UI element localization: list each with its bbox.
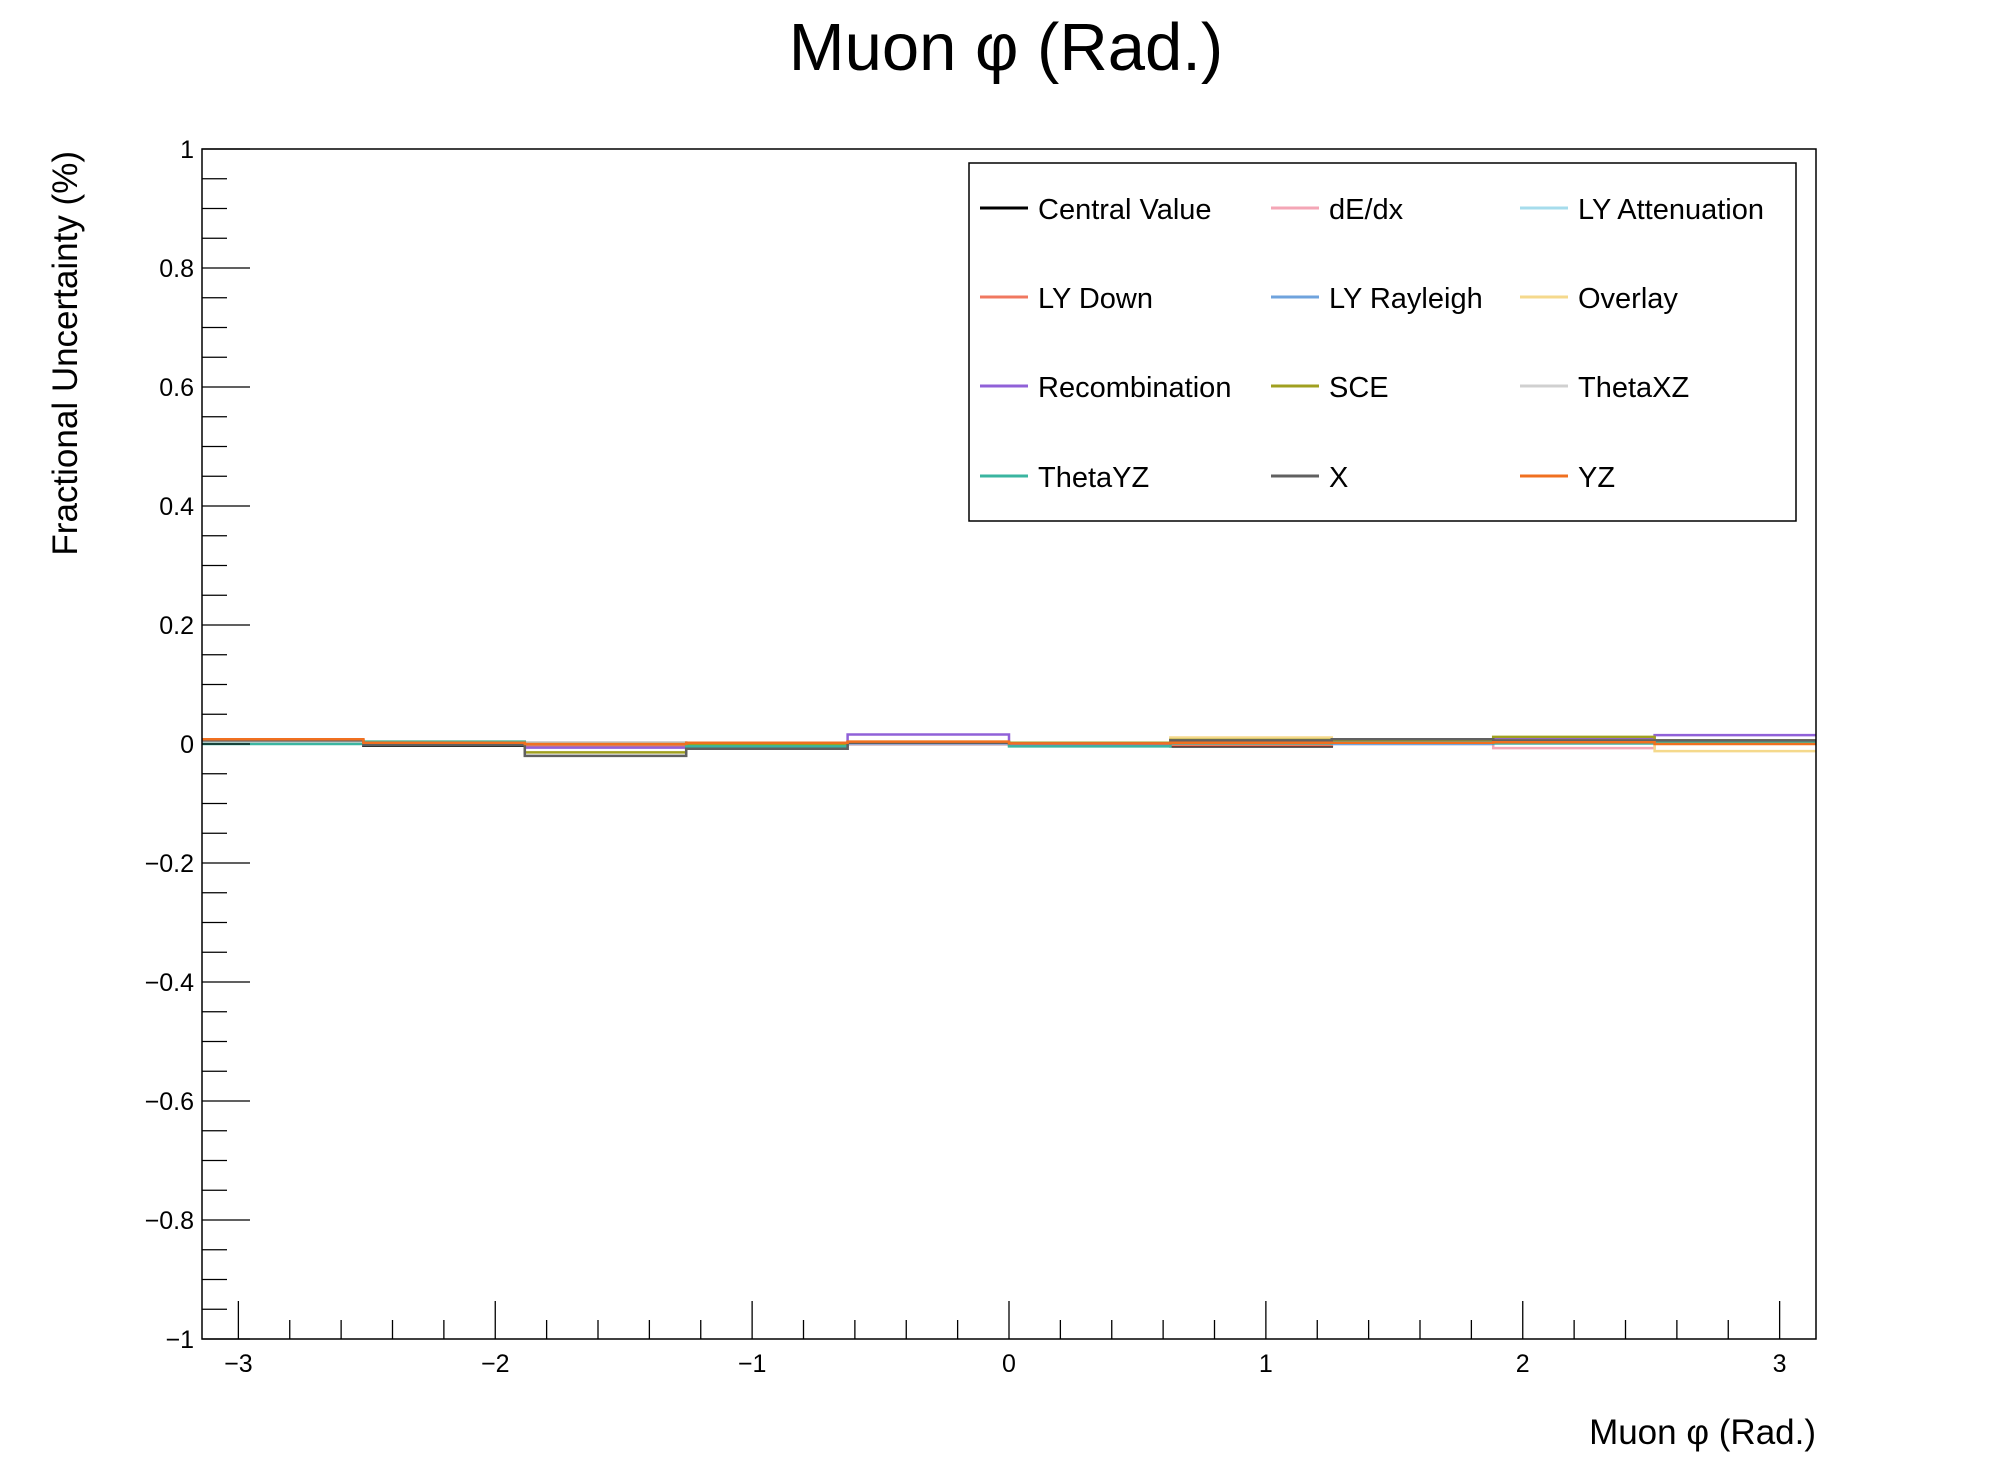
y-tick-label: 0 [180, 731, 194, 759]
x-tick-label: 0 [1002, 1350, 1016, 1378]
chart-title: Muon φ (Rad.) [789, 10, 1223, 85]
x-tick-label: −2 [481, 1350, 510, 1378]
legend-label-central-value: Central Value [1038, 194, 1212, 226]
x-tick-label: 3 [1773, 1350, 1787, 1378]
legend-label-recombination: Recombination [1038, 372, 1231, 404]
y-tick-label: 1 [180, 136, 194, 164]
y-tick-label: 0.6 [159, 374, 194, 402]
y-tick-label: −0.8 [145, 1207, 194, 1235]
x-tick-label: −1 [738, 1350, 767, 1378]
legend-box [968, 162, 1797, 522]
x-tick-label: 2 [1516, 1350, 1530, 1378]
x-axis-title: Muon φ (Rad.) [1589, 1413, 1816, 1452]
y-tick-label: −1 [165, 1326, 194, 1354]
y-tick-label: 0.2 [159, 612, 194, 640]
y-tick-label: −0.4 [145, 969, 194, 997]
y-tick-label: 0.8 [159, 255, 194, 283]
legend-label-ly-attenuation: LY Attenuation [1578, 194, 1764, 226]
legend-label-thetaxz: ThetaXZ [1578, 372, 1689, 404]
axes: 1 0.8 0.6 0.4 0.2 0 −0.2 −0.4 −0.6 −0.8 −1 −3 −2 −1 0 1… [145, 136, 1817, 1378]
legend-label-thetayz: ThetaYZ [1038, 462, 1149, 494]
legend-entries: Central Value dE/dx LY Attenuation LY Down L… [980, 194, 1764, 494]
y-axis-title: Fractional Uncertainty (%) [46, 151, 85, 556]
legend: Central Value dE/dx LY Attenuation LY Down L… [968, 162, 1797, 522]
legend-label-de-dx: dE/dx [1329, 194, 1404, 226]
legend-label-x: X [1329, 462, 1348, 494]
legend-label-overlay: Overlay [1578, 283, 1678, 315]
legend-label-sce: SCE [1329, 372, 1389, 404]
legend-label-ly-rayleigh: LY Rayleigh [1329, 283, 1483, 315]
x-tick-label: 1 [1259, 1350, 1273, 1378]
y-tick-label: −0.6 [145, 1088, 194, 1116]
x-tick-label: −3 [224, 1350, 253, 1378]
legend-label-ly-down: LY Down [1038, 283, 1153, 315]
series-line-yz [202, 737, 1816, 746]
y-tick-label: 0.4 [159, 493, 194, 521]
legend-label-yz: YZ [1578, 462, 1615, 494]
y-tick-label: −0.2 [145, 850, 194, 878]
plot-area [202, 733, 1816, 758]
